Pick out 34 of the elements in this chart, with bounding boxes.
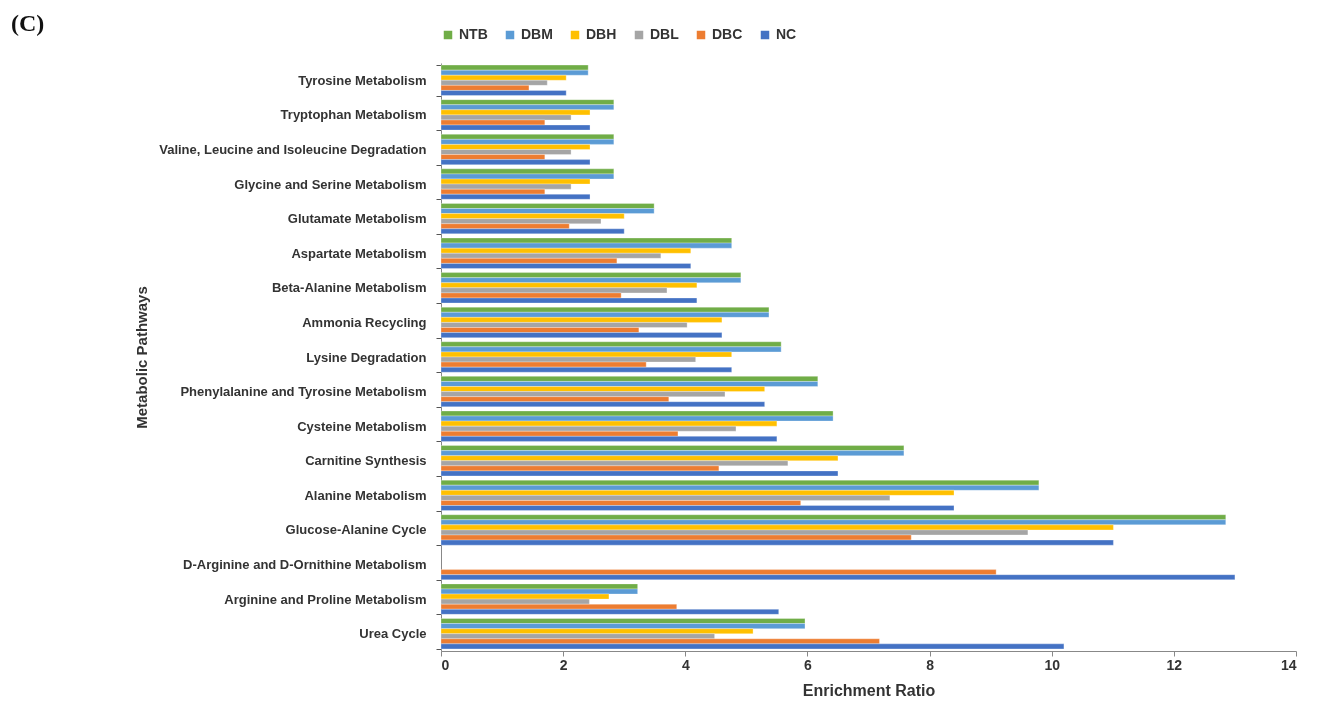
x-axis-title: Enrichment Ratio — [802, 681, 936, 699]
y-tick-label: Phenylalanine and Tyrosine Metabolism — [180, 384, 427, 400]
x-tick-label: 4 — [681, 656, 690, 673]
x-tick-label: 2 — [559, 656, 568, 673]
y-tick-label: Ammonia Recycling — [302, 314, 427, 330]
legend-label: NC — [776, 26, 797, 42]
y-tick-label: Tryptophan Metabolism — [280, 107, 427, 123]
x-tick-label: 14 — [1280, 656, 1297, 673]
text: (C) — [11, 10, 45, 36]
y-tick-label: Glutamate Metabolism — [287, 211, 427, 227]
y-tick-label: Arginine and Proline Metabolism — [224, 591, 427, 607]
y-tick-label: Lysine Degradation — [306, 349, 427, 365]
legend-label: DBC — [712, 26, 743, 42]
y-tick-label: Glucose-Alanine Cycle — [285, 522, 427, 538]
legend-label: DBH — [586, 26, 617, 42]
x-tick-label: 10 — [1044, 656, 1061, 673]
y-tick-label: Alanine Metabolism — [304, 487, 427, 503]
x-tick-label: 0 — [441, 656, 450, 673]
legend-label: DBM — [521, 26, 553, 42]
y-axis-title: Metabolic Pathways — [132, 286, 150, 429]
y-tick-label: Beta-Alanine Metabolism — [271, 280, 427, 296]
legend-label: DBL — [650, 26, 680, 42]
legend-label: NTB — [459, 26, 488, 42]
y-tick-label: D-Arginine and D-Ornithine Metabolism — [183, 557, 427, 573]
y-tick-label: Aspartate Metabolism — [291, 245, 427, 261]
y-tick-label: Cysteine Metabolism — [297, 418, 427, 434]
x-tick-label: 12 — [1166, 656, 1183, 673]
y-tick-label: Carnitine Synthesis — [305, 453, 427, 469]
y-tick-label: Glycine and Serine Metabolism — [234, 176, 427, 192]
x-tick-label: 6 — [804, 656, 813, 673]
x-tick-label: 8 — [926, 656, 935, 673]
y-tick-label: Urea Cycle — [359, 626, 427, 642]
y-tick-label: Tyrosine Metabolism — [298, 72, 427, 88]
y-tick-label: Valine, Leucine and Isoleucine Degradation — [159, 141, 427, 157]
